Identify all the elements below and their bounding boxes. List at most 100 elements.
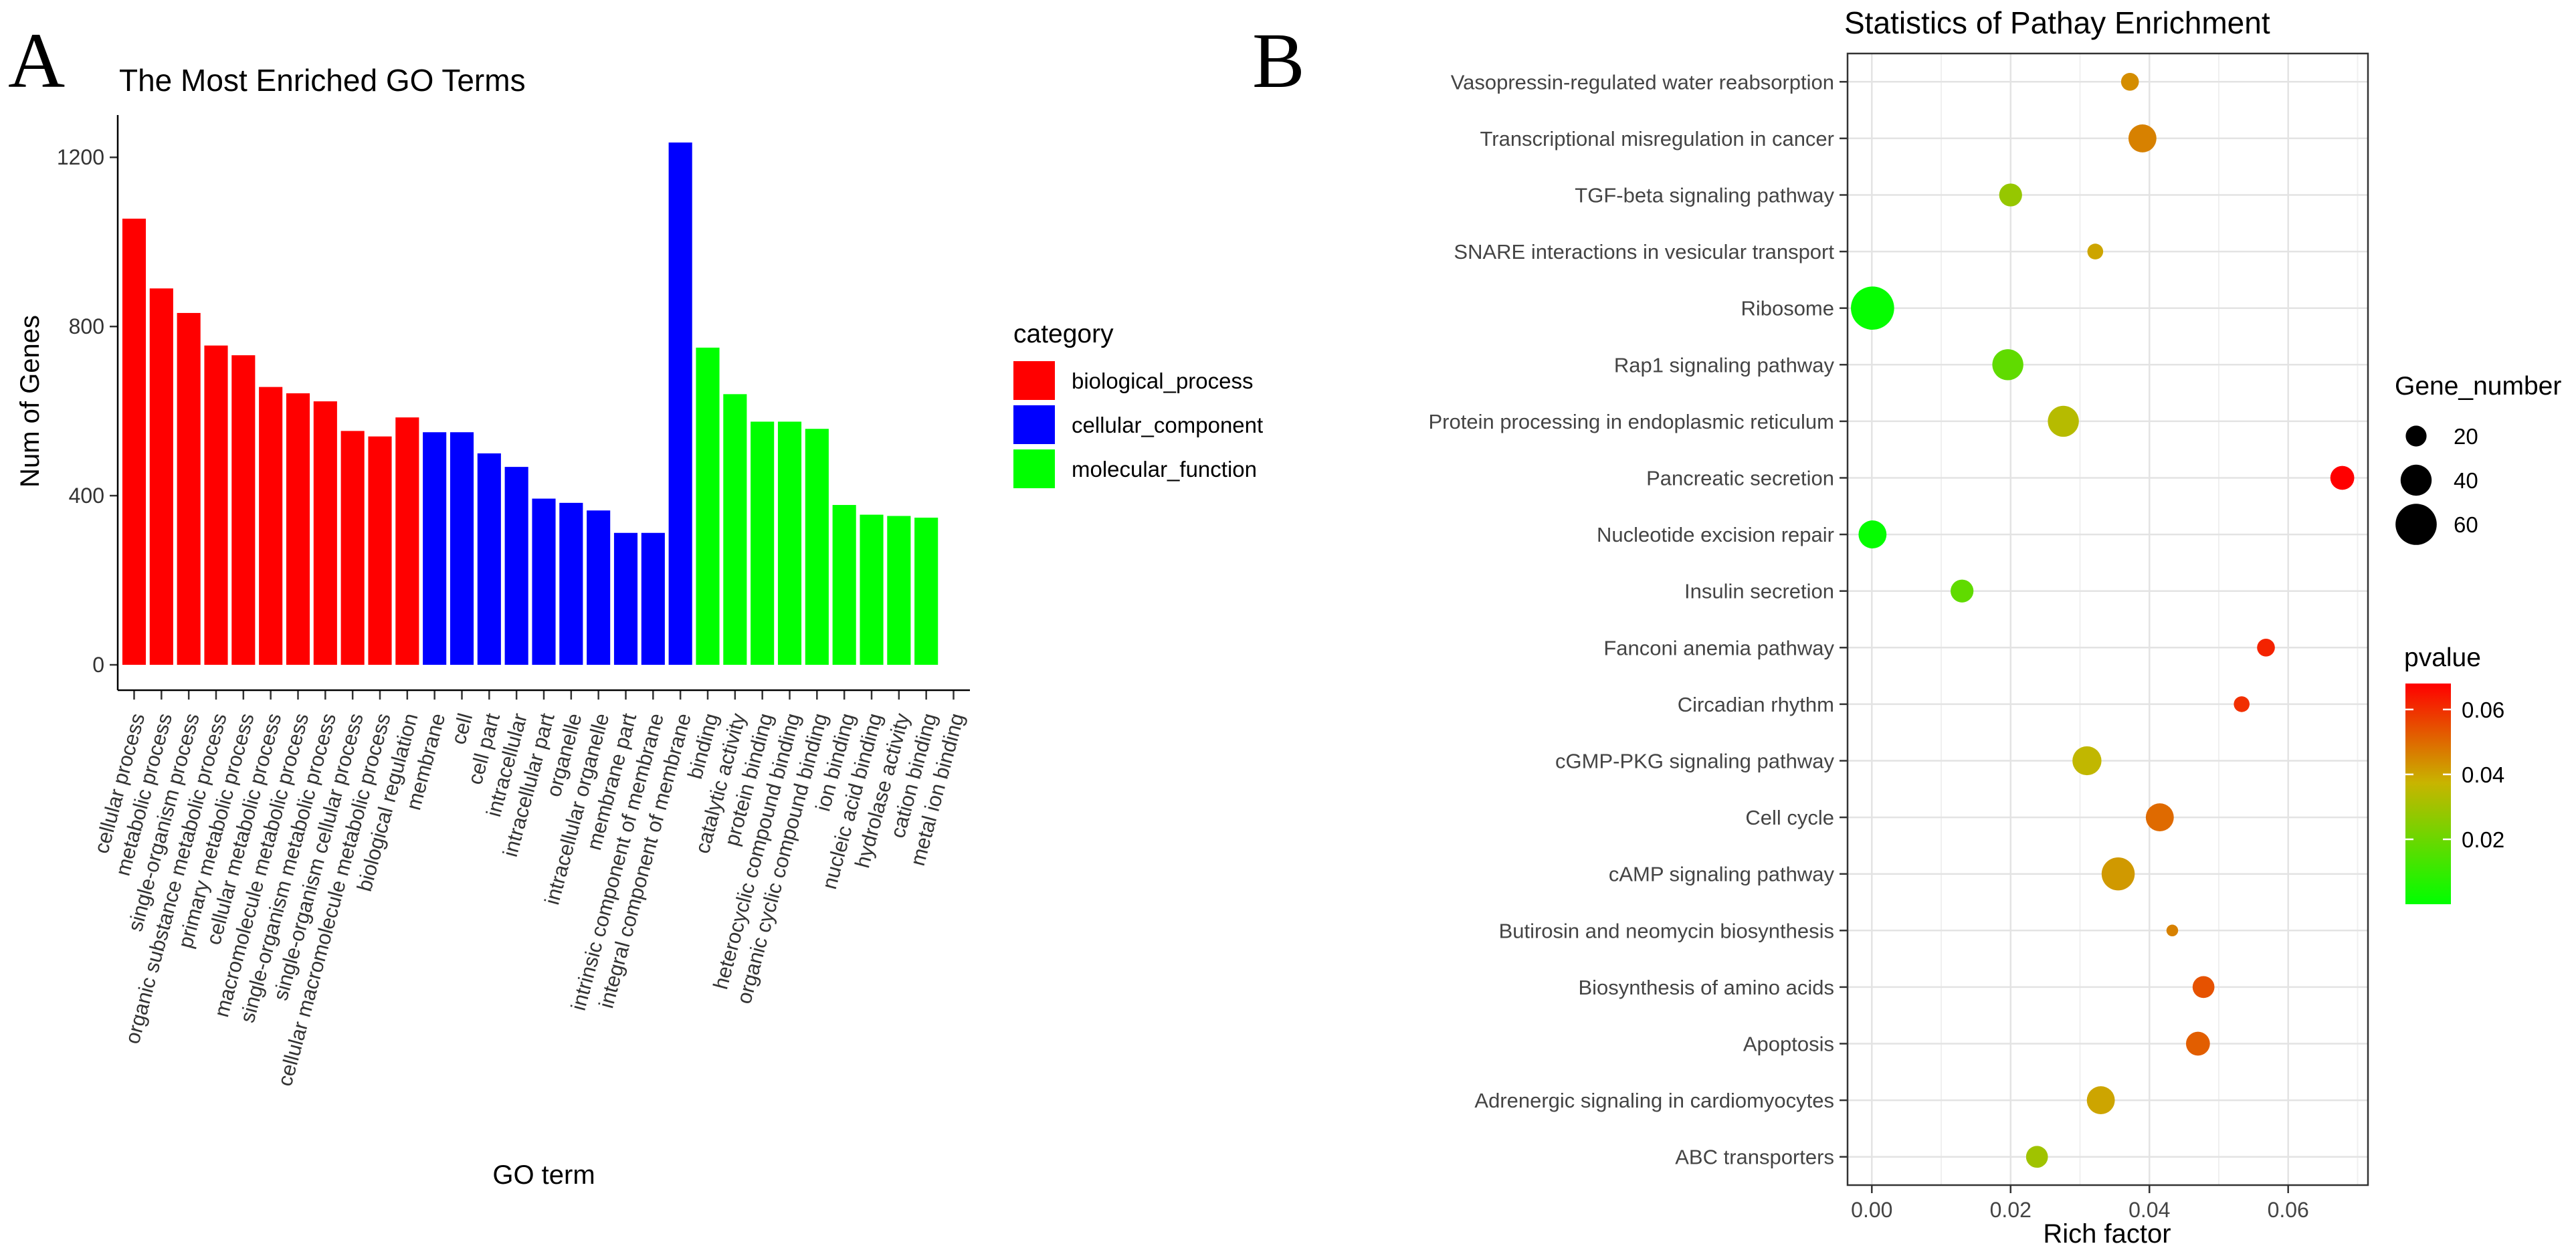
scatter-point xyxy=(1992,349,2023,381)
bar xyxy=(286,393,310,665)
panel-a-y-ticks: 0 400 800 1200 xyxy=(57,145,118,677)
panel-b-plot-area xyxy=(1848,54,2368,1185)
legend-swatch xyxy=(1013,449,1055,488)
legend-label: molecular_function xyxy=(1072,457,1257,482)
scatter-point xyxy=(1858,520,1887,549)
bar xyxy=(477,453,501,665)
bar xyxy=(887,516,911,665)
x-tick-label: 0.04 xyxy=(2128,1198,2170,1222)
scatter-point xyxy=(2101,857,2135,891)
y-tick-label: Rap1 signaling pathway xyxy=(1614,353,1835,377)
bar xyxy=(559,502,583,665)
y-tick-label: Circadian rhythm xyxy=(1678,693,1834,716)
panel-b-letter: B xyxy=(1252,17,1305,104)
panel-a-legend-title: category xyxy=(1013,320,1114,348)
bar xyxy=(423,432,447,665)
y-tick-label: Butirosin and neomycin biosynthesis xyxy=(1499,919,1834,942)
panel-b-size-legend: Gene_number 20 40 60 xyxy=(2395,372,2561,545)
y-tick-label: Adrenergic signaling in cardiomyocytes xyxy=(1474,1089,1834,1112)
y-tick-label: Insulin secretion xyxy=(1684,580,1834,603)
panel-b: B Statistics of Pathay Enrichment Vasopr… xyxy=(1252,5,2561,1249)
bar xyxy=(832,505,856,665)
scatter-point xyxy=(2048,405,2079,437)
color-bar-label: 0.04 xyxy=(2462,762,2504,787)
y-tick-label: Protein processing in endoplasmic reticu… xyxy=(1428,410,1834,433)
panel-b-color-bar-ticks: 0.02 0.04 0.06 xyxy=(2405,698,2504,852)
panel-b-points xyxy=(1851,72,2355,1168)
y-tick-label: 0 xyxy=(92,653,104,677)
panel-b-y-ticks: Vasopressin-regulated water reabsorption… xyxy=(1428,70,1848,1169)
panel-b-x-ticks: 0.00 0.02 0.04 0.06 xyxy=(1851,1185,2309,1222)
bar xyxy=(450,432,474,665)
scatter-point xyxy=(2086,1086,2115,1115)
bar xyxy=(777,421,802,665)
bar xyxy=(641,532,665,665)
y-tick-label: SNARE interactions in vesicular transpor… xyxy=(1454,240,1834,264)
scatter-point xyxy=(2257,638,2275,657)
bar xyxy=(613,532,638,665)
bar xyxy=(122,218,146,665)
y-tick-label: Apoptosis xyxy=(1743,1033,1834,1056)
bar xyxy=(668,142,692,665)
size-legend-dot xyxy=(2395,504,2437,545)
panel-a-x-axis-label: GO term xyxy=(492,1160,595,1190)
bar xyxy=(313,401,337,665)
panel-b-grid xyxy=(1848,54,2368,1185)
scatter-point xyxy=(2087,243,2104,259)
legend-label: cellular_component xyxy=(1072,413,1263,437)
scatter-point xyxy=(2192,976,2215,999)
panel-a-legend-items: biological_process cellular_componentmole… xyxy=(1013,361,1263,488)
panel-b-x-axis-label: Rich factor xyxy=(2043,1219,2171,1249)
panel-a-letter: A xyxy=(8,17,65,104)
color-bar-label: 0.06 xyxy=(2462,698,2504,722)
legend-swatch xyxy=(1013,405,1055,444)
size-legend-dot xyxy=(2405,425,2427,447)
bar xyxy=(805,429,829,665)
scatter-point xyxy=(1851,286,1894,330)
size-legend-label: 60 xyxy=(2454,512,2478,537)
legend-label: biological_process xyxy=(1072,369,1254,393)
x-tick-label: 0.06 xyxy=(2268,1198,2309,1222)
y-tick-label: ABC transporters xyxy=(1675,1146,1834,1169)
x-tick-label: cell xyxy=(446,711,477,747)
bar xyxy=(231,355,256,665)
y-tick-label: Vasopressin-regulated water reabsorption xyxy=(1451,70,1834,94)
bar xyxy=(723,394,747,665)
y-tick-label: 400 xyxy=(69,484,104,508)
scatter-point xyxy=(2145,803,2174,832)
y-tick-label: Pancreatic secretion xyxy=(1646,467,1834,490)
bar xyxy=(532,498,556,665)
scatter-point xyxy=(2166,924,2179,937)
panel-a-title: The Most Enriched GO Terms xyxy=(119,63,526,98)
panel-b-size-legend-title: Gene_number xyxy=(2395,372,2561,401)
y-tick-label: Biosynthesis of amino acids xyxy=(1578,976,1834,999)
y-tick-label: Cell cycle xyxy=(1745,806,1834,829)
bar xyxy=(340,431,365,665)
bar xyxy=(204,345,228,665)
size-legend-dot xyxy=(2400,464,2432,496)
y-tick-label: TGF-beta signaling pathway xyxy=(1575,184,1834,207)
scatter-point xyxy=(1951,579,1974,603)
panel-a-y-axis-label: Num of Genes xyxy=(15,315,45,488)
bar xyxy=(751,421,775,665)
panel-b-color-bar xyxy=(2405,684,2451,904)
panel-b-color-legend-title: pvalue xyxy=(2404,643,2481,672)
scatter-point xyxy=(2185,1031,2210,1056)
legend-swatch xyxy=(1013,361,1055,400)
size-legend-label: 40 xyxy=(2454,468,2478,493)
y-tick-label: cGMP-PKG signaling pathway xyxy=(1555,750,1834,773)
size-legend-label: 20 xyxy=(2454,424,2478,449)
panel-a-legend: category biological_process cellular_comp… xyxy=(1013,320,1263,488)
panel-b-plot-border xyxy=(1846,52,2369,1186)
scatter-point xyxy=(2072,746,2102,776)
bar xyxy=(395,417,419,665)
x-tick-label: 0.00 xyxy=(1851,1198,1892,1222)
panel-a: A The Most Enriched GO Terms 0 400 800 1200… xyxy=(8,17,1263,1190)
bar xyxy=(259,387,283,665)
x-tick-label: 0.02 xyxy=(1990,1198,2032,1222)
y-tick-label: Ribosome xyxy=(1741,297,1834,320)
y-tick-label: 1200 xyxy=(57,145,104,169)
scatter-point xyxy=(2025,1146,2048,1168)
